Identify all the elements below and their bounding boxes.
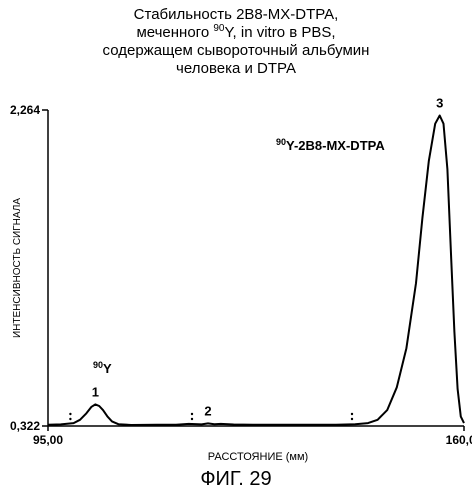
peak-1-main: Y	[103, 361, 112, 376]
peak-annotations: 1 2 3	[92, 96, 444, 419]
peak-1-isotope-label: 90Y	[93, 360, 112, 376]
figure-label: ФИГ. 29	[0, 468, 472, 491]
baseline-marker-dot	[351, 413, 353, 415]
x-tick-label: 160,00	[446, 433, 472, 447]
peak-1-sup: 90	[93, 360, 103, 370]
y-axis-label: ИНТЕНСИВНОСТЬ СИГНАЛА	[12, 198, 23, 338]
baseline-marker-dot	[191, 418, 193, 420]
peak-number-label: 2	[204, 403, 211, 418]
chromatogram-chart: 0,322 2,264 95,00 160,00 1 2 3 ИНТЕНСИВНОСТЬ …	[0, 0, 472, 468]
peak-3-sup: 90	[276, 137, 286, 147]
peak-3-compound-label: 90Y-2B8-MX-DTPA	[276, 137, 385, 153]
y-tick-label: 0,322	[10, 419, 40, 433]
peak-3-main: Y-2B8-MX-DTPA	[286, 138, 385, 153]
baseline-marker-dot	[191, 413, 193, 415]
signal-trace	[48, 116, 464, 426]
baseline-marker-dot	[69, 418, 71, 420]
axis-ticks: 0,322 2,264 95,00 160,00	[10, 103, 472, 447]
y-tick-label: 2,264	[10, 103, 40, 117]
peak-number-label: 1	[92, 384, 99, 399]
axes	[48, 110, 464, 426]
baseline-marker-dot	[351, 418, 353, 420]
baseline-marker-dot	[69, 413, 71, 415]
x-axis-label: РАССТОЯНИЕ (мм)	[208, 451, 308, 463]
x-tick-label: 95,00	[33, 433, 63, 447]
peak-number-label: 3	[436, 96, 443, 111]
